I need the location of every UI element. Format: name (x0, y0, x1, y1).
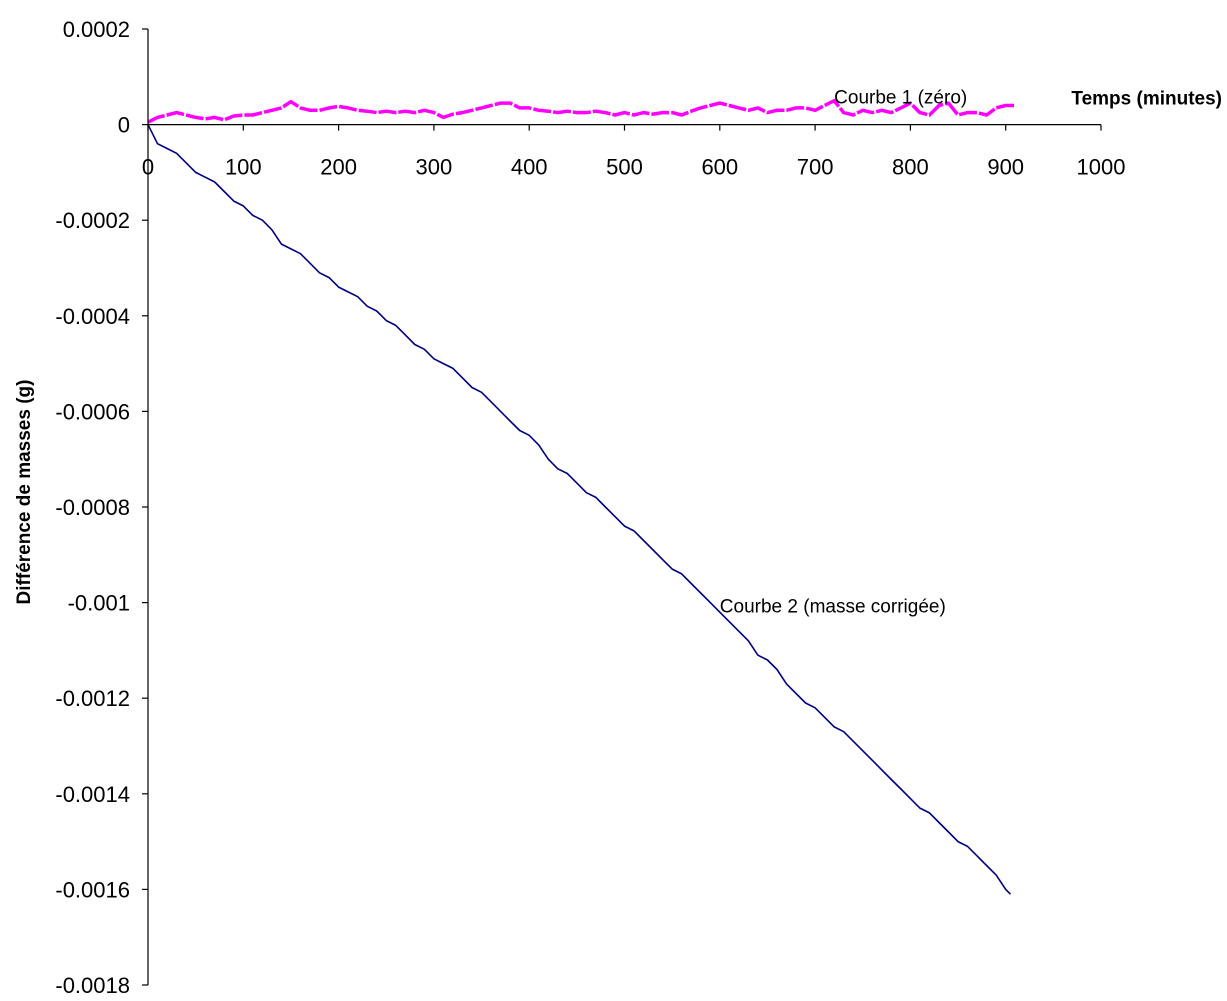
y-tick-label: 0 (118, 113, 130, 138)
y-tick-label: 0.0002 (63, 17, 130, 42)
series-line-courbe-2 (147, 124, 1012, 895)
x-tick-label: 800 (892, 155, 929, 180)
y-tick-label: -0.0016 (55, 877, 130, 902)
series-line-courbe-1 (147, 98, 1016, 124)
series-layer (147, 98, 1016, 895)
y-tick-label: -0.0018 (55, 973, 130, 998)
x-tick-label: 500 (606, 155, 643, 180)
x-ticks: 0 100 200 300 400 500 600 700 800 900 1000 (142, 124, 1126, 180)
x-axis-title: Temps (minutes) (1071, 89, 1222, 110)
y-tick-label: -0.001 (68, 591, 130, 616)
y-tick-label: -0.0006 (55, 399, 130, 424)
y-axis-title: Différence de masses (g) (14, 380, 35, 605)
x-tick-label: 700 (797, 155, 834, 180)
series-label-courbe-2: Courbe 2 (masse corrigée) (720, 596, 946, 617)
x-tick-label: 100 (225, 155, 262, 180)
y-tick-label: -0.0014 (55, 782, 130, 807)
series-label-courbe-1: Courbe 1 (zéro) (834, 87, 967, 108)
x-tick-label: 200 (320, 155, 357, 180)
y-tick-label: -0.0008 (55, 495, 130, 520)
annotation-layer: Courbe 1 (zéro) Courbe 2 (masse corrigée) (720, 87, 967, 617)
x-tick-label: 900 (987, 155, 1024, 180)
x-tick-label: 0 (142, 155, 154, 180)
x-tick-label: 300 (416, 155, 453, 180)
x-tick-label: 400 (511, 155, 548, 180)
y-tick-label: -0.0012 (55, 686, 130, 711)
x-tick-label: 1000 (1077, 155, 1126, 180)
y-ticks: 0.0002 0 -0.0002 -0.0004 -0.0006 -0.0008 -0.00… (55, 17, 148, 998)
x-tick-label: 600 (701, 155, 738, 180)
y-tick-label: -0.0002 (55, 208, 130, 233)
y-tick-label: -0.0004 (55, 304, 130, 329)
